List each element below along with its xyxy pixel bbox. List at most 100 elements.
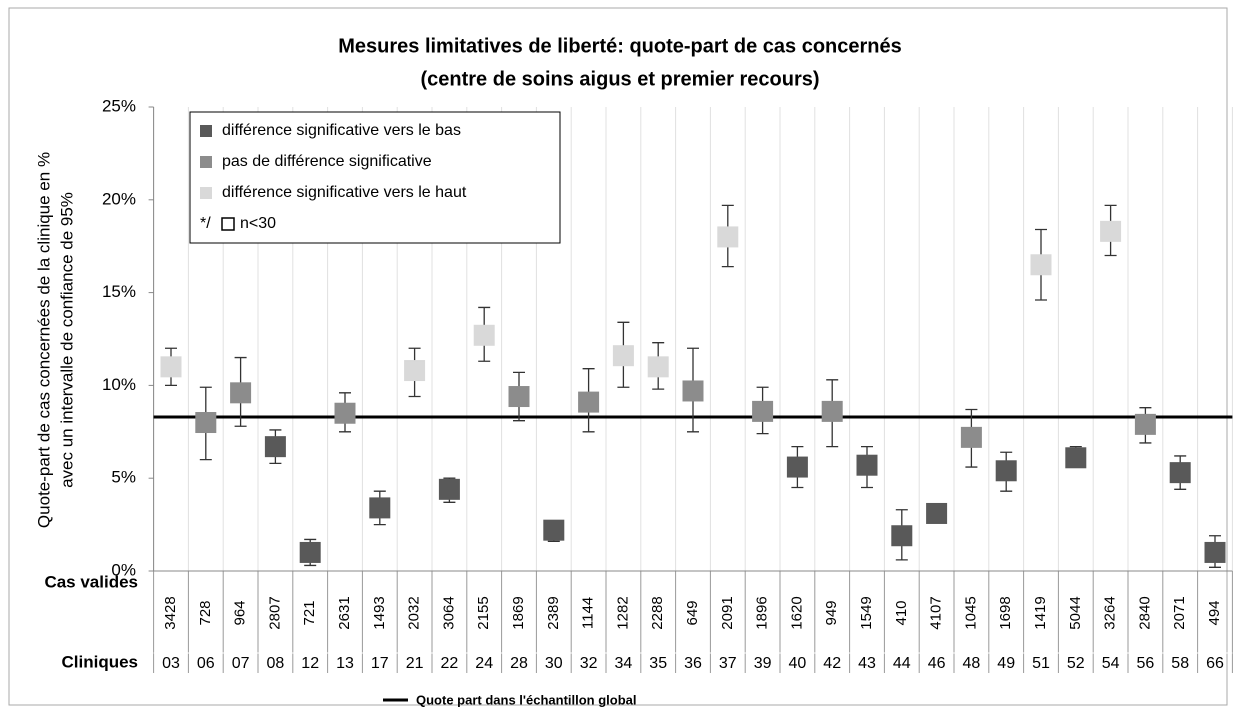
- count-label: 1493: [371, 596, 388, 629]
- chart-title: Mesures limitatives de liberté: quote-pa…: [338, 35, 902, 57]
- x-tick-label: 52: [1067, 655, 1085, 672]
- marker: [1204, 541, 1226, 563]
- count-label: 4107: [928, 596, 945, 629]
- marker: [543, 519, 565, 541]
- y-tick-label: 20%: [102, 189, 136, 208]
- reference-legend-label: Quote part dans l'échantillon global: [416, 692, 637, 707]
- x-tick-label: 32: [580, 655, 598, 672]
- marker: [299, 541, 321, 563]
- legend-label: différence significative vers le haut: [222, 184, 467, 201]
- count-label: 1282: [614, 596, 631, 629]
- count-label: 1549: [858, 596, 875, 629]
- count-label: 1896: [754, 596, 771, 629]
- marker: [438, 478, 460, 500]
- marker: [891, 525, 913, 547]
- marker: [1065, 447, 1087, 469]
- count-label: 728: [197, 600, 214, 625]
- marker: [160, 356, 182, 378]
- count-label: 2288: [649, 596, 666, 629]
- count-label: 2807: [266, 596, 283, 629]
- count-label: 2091: [719, 596, 736, 629]
- x-tick-label: 07: [232, 655, 250, 672]
- x-tick-label: 22: [441, 655, 459, 672]
- marker: [647, 356, 669, 378]
- legend-note-box: [221, 217, 235, 231]
- marker: [717, 226, 739, 248]
- marker: [1169, 462, 1191, 484]
- marker: [195, 412, 217, 434]
- x-tick-label: 51: [1032, 655, 1050, 672]
- x-tick-label: 39: [754, 655, 772, 672]
- count-label: 1419: [1032, 596, 1049, 629]
- marker: [1134, 413, 1156, 435]
- marker: [1100, 220, 1122, 242]
- count-label: 410: [893, 600, 910, 625]
- count-label: 2032: [406, 596, 423, 629]
- count-label: 2631: [336, 596, 353, 629]
- marker: [334, 402, 356, 424]
- x-tick-label: 30: [545, 655, 563, 672]
- marker: [578, 391, 600, 413]
- marker: [786, 456, 808, 478]
- count-label: 5044: [1067, 596, 1084, 629]
- legend-label: différence significative vers le bas: [222, 122, 461, 139]
- marker: [856, 454, 878, 476]
- y-tick-label: 15%: [102, 282, 136, 301]
- marker: [612, 345, 634, 367]
- count-label: 3428: [162, 596, 179, 629]
- x-tick-label: 35: [649, 655, 667, 672]
- count-label: 949: [823, 600, 840, 625]
- count-label: 3264: [1102, 596, 1119, 629]
- x-tick-label: 34: [615, 655, 633, 672]
- marker: [369, 497, 391, 519]
- x-tick-label: 12: [301, 655, 319, 672]
- legend-swatch: [200, 156, 212, 168]
- x-tick-label: 21: [406, 655, 424, 672]
- count-label: 494: [1206, 600, 1223, 625]
- x-tick-label: 56: [1137, 655, 1155, 672]
- marker: [926, 502, 948, 524]
- count-label: 2071: [1171, 596, 1188, 629]
- x-tick-label: 28: [510, 655, 528, 672]
- marker: [960, 426, 982, 448]
- legend-swatch: [200, 187, 212, 199]
- y-axis-label: avec un intervalle de confiance de 95%: [57, 192, 76, 488]
- count-label: 1698: [997, 596, 1014, 629]
- count-label: 2155: [475, 596, 492, 629]
- chart-title: (centre de soins aigus et premier recour…: [420, 68, 819, 90]
- count-label: 1045: [962, 596, 979, 629]
- row-label: Cas valides: [44, 572, 138, 591]
- marker: [264, 436, 286, 458]
- legend-box: [189, 111, 561, 244]
- x-tick-label: 49: [997, 655, 1015, 672]
- count-label: 2840: [1136, 596, 1153, 629]
- legend-label: pas de différence significative: [222, 153, 432, 170]
- legend-swatch: [200, 125, 212, 137]
- x-tick-label: 08: [267, 655, 285, 672]
- marker: [230, 382, 252, 404]
- marker: [995, 460, 1017, 482]
- marker: [404, 360, 426, 382]
- y-tick-label: 10%: [102, 375, 136, 394]
- x-tick-label: 36: [684, 655, 702, 672]
- x-tick-label: 54: [1102, 655, 1120, 672]
- legend-note: n<30: [240, 215, 276, 232]
- marker: [1030, 254, 1052, 276]
- marker: [821, 400, 843, 422]
- legend-note: */: [200, 215, 211, 232]
- x-tick-label: 24: [475, 655, 493, 672]
- x-tick-label: 44: [893, 655, 911, 672]
- count-label: 721: [301, 600, 318, 625]
- marker: [752, 400, 774, 422]
- x-tick-label: 48: [963, 655, 981, 672]
- x-tick-label: 66: [1206, 655, 1224, 672]
- y-tick-label: 25%: [102, 96, 136, 115]
- x-tick-label: 42: [823, 655, 841, 672]
- x-tick-label: 37: [719, 655, 737, 672]
- x-tick-label: 43: [858, 655, 876, 672]
- count-label: 3064: [440, 596, 457, 629]
- y-tick-label: 0%: [111, 560, 136, 579]
- x-tick-label: 40: [789, 655, 807, 672]
- y-tick-label: 5%: [111, 468, 136, 487]
